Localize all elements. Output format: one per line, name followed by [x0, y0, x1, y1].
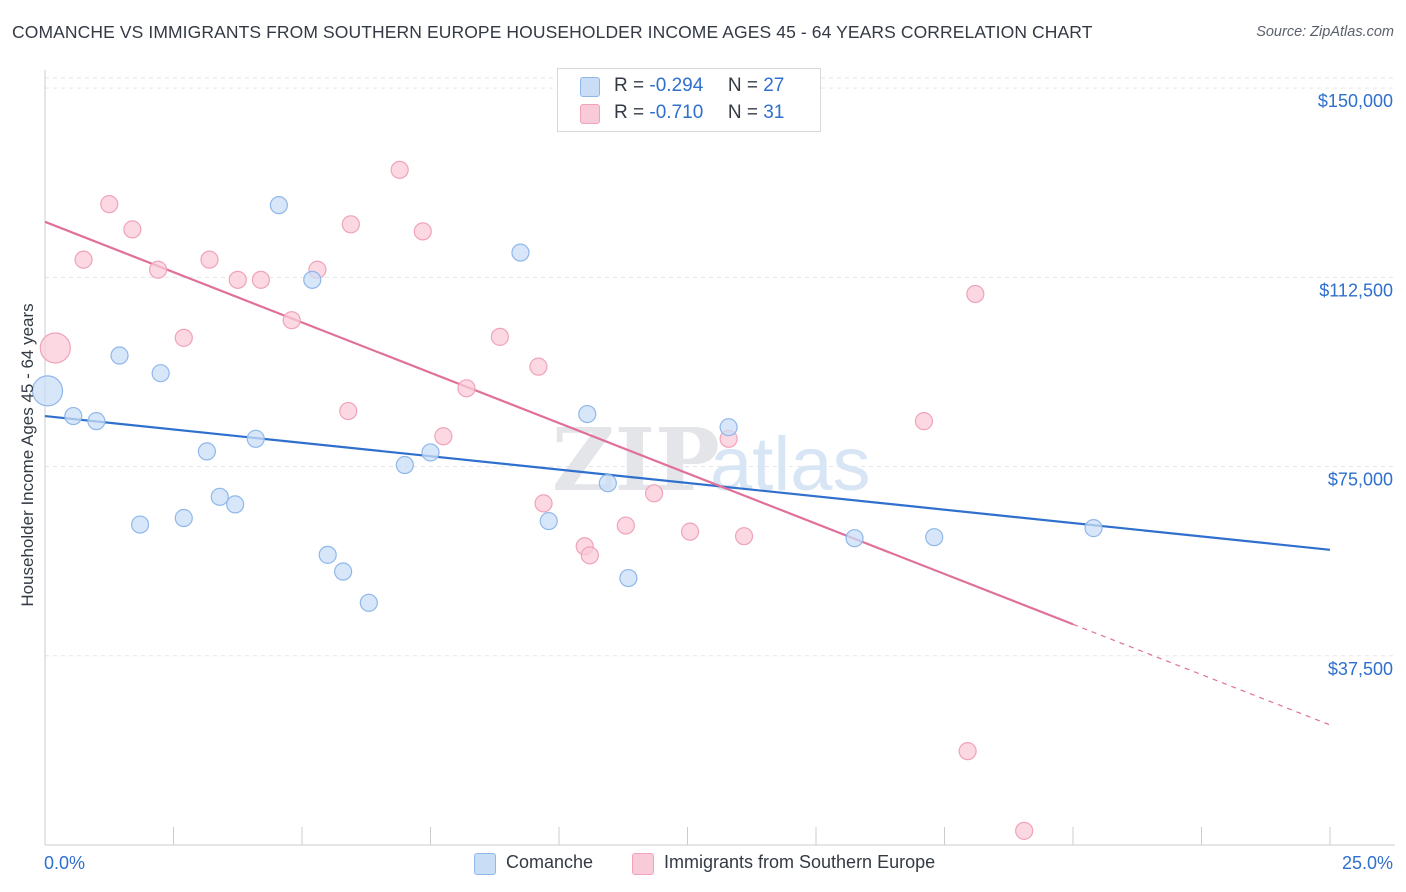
correlation-legend: R = -0.294 N = 27 R = -0.710 N = 31 [557, 68, 821, 132]
x-tick-label: 0.0% [44, 853, 85, 873]
immigrants-point [74, 250, 93, 269]
r-label: R = [614, 75, 645, 96]
comanche-point [87, 412, 106, 431]
immigrants-trend-extension [1072, 623, 1331, 726]
comanche-point [719, 418, 738, 437]
source-credit: Source: ZipAtlas.com [1256, 24, 1394, 40]
gridlines [45, 77, 1395, 657]
comanche-swatch [580, 77, 600, 97]
y-tick-label: $112,500 [1319, 280, 1393, 300]
comanche-point [421, 443, 440, 462]
comanche-point [174, 508, 193, 528]
immigrants-point [616, 516, 635, 535]
immigrants-point [123, 220, 142, 239]
comanche-point [539, 511, 558, 531]
comanche-point [31, 375, 64, 407]
immigrants-point [39, 332, 71, 364]
comanche-point [226, 495, 245, 514]
immigrants-point [174, 328, 193, 347]
chart-title: COMANCHE VS IMMIGRANTS FROM SOUTHERN EUR… [12, 22, 1093, 42]
immigrants-point [200, 250, 219, 269]
immigrants-trend-line [44, 220, 1074, 626]
y-axis-label: Householder Income Ages 45 - 64 years [18, 303, 37, 607]
immigrants-point [580, 546, 599, 565]
immigrants-point [341, 215, 360, 234]
immigrants-point [251, 270, 270, 289]
immigrants-point [958, 742, 977, 761]
watermark: ZIP atlas [552, 410, 871, 511]
immigrants-legend-label: Immigrants from Southern Europe [664, 852, 936, 872]
y-tick-label: $75,000 [1328, 470, 1393, 490]
immigrants-point [457, 379, 476, 398]
y-tick-labels: $37,500 $75,000 $112,500 $150,000 [1318, 91, 1393, 679]
immigrants-point [339, 401, 358, 421]
immigrants-point [966, 284, 985, 304]
immigrants-point [1015, 821, 1034, 840]
n-label: N = [727, 102, 758, 123]
immigrants-point [148, 260, 168, 279]
y-tick-label: $150,000 [1318, 91, 1393, 111]
data-points [31, 160, 1103, 840]
comanche-point [303, 270, 322, 289]
immigrants-point [680, 522, 700, 541]
immigrants-point [534, 494, 553, 513]
comanche-point [395, 455, 414, 475]
comanche-point [359, 593, 378, 612]
comanche-point [151, 364, 170, 383]
comanche-point [598, 474, 617, 493]
immigrants-point [390, 160, 409, 179]
n-value: 31 [763, 102, 785, 123]
watermark-zip: ZIP [552, 410, 720, 511]
comanche-point [64, 406, 83, 426]
n-label: N = [727, 75, 758, 96]
immigrants-point [228, 270, 247, 289]
comanche-point [925, 528, 944, 547]
r-value: -0.710 [649, 102, 704, 123]
comanche-legend-label: Comanche [506, 852, 594, 872]
comanche-point [619, 568, 638, 588]
immigrants-point [914, 412, 934, 431]
comanche-point [511, 243, 530, 262]
comanche-point [130, 515, 150, 534]
comanche-point [197, 442, 217, 461]
r-value: -0.294 [649, 75, 704, 96]
immigrants-point [413, 222, 432, 241]
x-tick-label: 25.0% [1342, 853, 1393, 873]
immigrants-point [490, 327, 509, 346]
comanche-point [845, 529, 864, 548]
comanche-point [210, 487, 229, 506]
comanche-point [318, 545, 337, 564]
comanche-point [1084, 519, 1103, 538]
trend-lines [44, 220, 1331, 726]
y-tick-label: $37,500 [1328, 659, 1393, 679]
comanche-point [578, 404, 597, 424]
immigrants-swatch [580, 104, 600, 124]
n-value: 27 [763, 75, 785, 96]
comanche-point [334, 562, 353, 581]
immigrants-legend-swatch [632, 853, 654, 875]
immigrants-point [282, 311, 301, 330]
axes [44, 70, 1395, 846]
r-label: R = [614, 102, 645, 123]
comanche-point [269, 196, 288, 215]
comanche-point [246, 429, 265, 448]
immigrants-point [529, 357, 548, 376]
immigrants-point [434, 427, 453, 446]
immigrants-point [734, 527, 754, 546]
immigrants-point [100, 195, 119, 214]
comanche-legend-swatch [474, 853, 496, 875]
x-tick-labels: 0.0% 25.0% [44, 853, 1393, 873]
comanche-point [110, 346, 129, 365]
immigrants-point [644, 484, 664, 503]
